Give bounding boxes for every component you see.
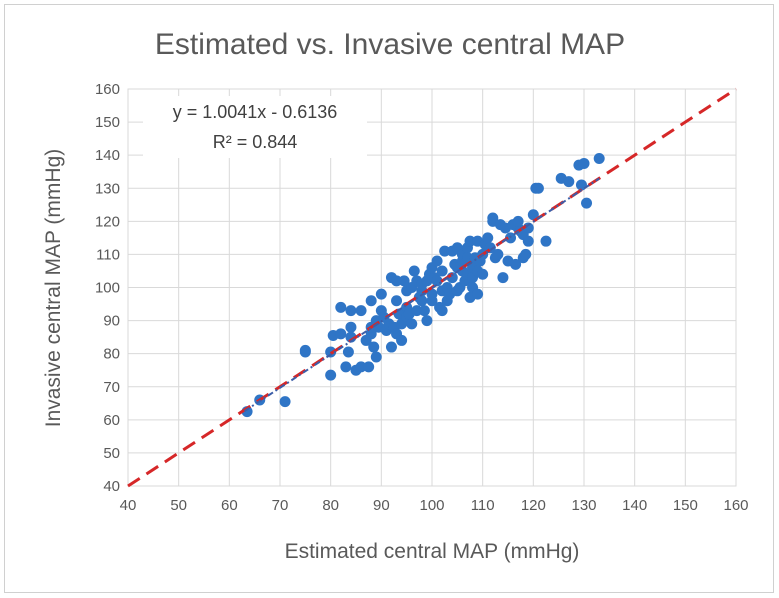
y-axis-label: Invasive central MAP (mmHg)	[42, 149, 65, 428]
x-tick-label: 140	[622, 497, 647, 514]
data-point	[391, 275, 403, 287]
data-point	[299, 344, 311, 356]
data-point	[391, 295, 403, 307]
data-point	[335, 301, 347, 313]
x-tick-label: 130	[571, 497, 596, 514]
data-point	[436, 265, 448, 277]
r-squared-label: R² = 0.844	[213, 132, 298, 152]
y-tick-label: 160	[95, 81, 120, 98]
data-point	[520, 248, 532, 260]
data-point	[431, 255, 443, 267]
x-axis-label: Estimated central MAP (mmHg)	[285, 540, 580, 563]
data-point	[510, 258, 522, 270]
data-points	[241, 152, 605, 418]
data-point	[385, 341, 397, 353]
data-point	[593, 152, 605, 164]
data-point	[439, 245, 451, 257]
data-point	[335, 328, 347, 340]
data-point	[527, 209, 539, 221]
tick-labels: 40 50 60 70 80 90 100 110 120 130 140 150 160 40 50 60 7…	[95, 81, 749, 514]
data-point	[396, 334, 408, 346]
regression-equation: y = 1.0041x - 0.6136	[173, 102, 338, 122]
y-tick-label: 150	[95, 114, 120, 131]
y-tick-label: 60	[103, 412, 120, 429]
data-point	[416, 295, 428, 307]
data-point	[581, 197, 593, 209]
data-point	[497, 272, 509, 284]
data-point	[355, 361, 367, 373]
x-tick-label: 70	[272, 497, 289, 514]
y-tick-label: 100	[95, 280, 120, 297]
data-point	[368, 341, 380, 353]
x-tick-label: 110	[471, 497, 495, 514]
data-point	[340, 361, 352, 373]
data-point	[461, 252, 473, 264]
y-tick-label: 140	[95, 147, 120, 164]
x-tick-label: 100	[419, 497, 444, 514]
data-point	[492, 248, 504, 260]
data-point	[540, 235, 552, 247]
data-point	[365, 295, 377, 307]
y-tick-label: 70	[103, 379, 120, 396]
x-tick-label: 150	[673, 497, 698, 514]
data-point	[421, 315, 433, 327]
data-point	[426, 288, 438, 300]
chart-title: Estimated vs. Invasive central MAP	[155, 28, 625, 61]
data-point	[411, 305, 423, 317]
x-tick-label: 50	[170, 497, 187, 514]
x-tick-label: 90	[373, 497, 390, 514]
data-point	[472, 288, 484, 300]
data-point	[355, 305, 367, 317]
data-point	[436, 305, 448, 317]
x-tick-label: 40	[120, 497, 137, 514]
x-tick-label: 120	[521, 497, 546, 514]
data-point	[464, 235, 476, 247]
data-point	[325, 369, 337, 381]
x-tick-label: 160	[723, 497, 748, 514]
data-point	[578, 157, 590, 169]
data-point	[363, 361, 375, 373]
data-point	[345, 321, 357, 333]
data-point	[345, 305, 357, 317]
data-point	[342, 346, 354, 358]
data-point	[408, 265, 420, 277]
data-point	[279, 396, 291, 408]
data-point	[532, 182, 544, 194]
y-tick-label: 40	[103, 478, 120, 495]
x-tick-label: 60	[221, 497, 238, 514]
data-point	[398, 275, 410, 287]
trend-line	[243, 177, 600, 412]
data-point	[487, 212, 499, 224]
data-point	[522, 235, 534, 247]
y-tick-label: 80	[103, 346, 120, 363]
data-point	[370, 351, 382, 363]
chart-frame	[4, 4, 774, 593]
data-point	[375, 288, 387, 300]
data-point	[563, 176, 575, 188]
data-point	[418, 305, 430, 317]
plot-area-border	[127, 88, 737, 487]
y-tick-label: 90	[103, 313, 120, 330]
y-tick-label: 110	[96, 246, 120, 263]
data-point	[482, 232, 494, 244]
x-tick-label: 80	[322, 497, 339, 514]
data-point	[512, 215, 524, 227]
data-point	[406, 318, 418, 330]
equation-box	[143, 96, 367, 158]
y-tick-label: 120	[95, 213, 120, 230]
data-point	[477, 268, 489, 280]
y-tick-label: 50	[103, 445, 120, 462]
y-tick-label: 130	[95, 180, 120, 197]
